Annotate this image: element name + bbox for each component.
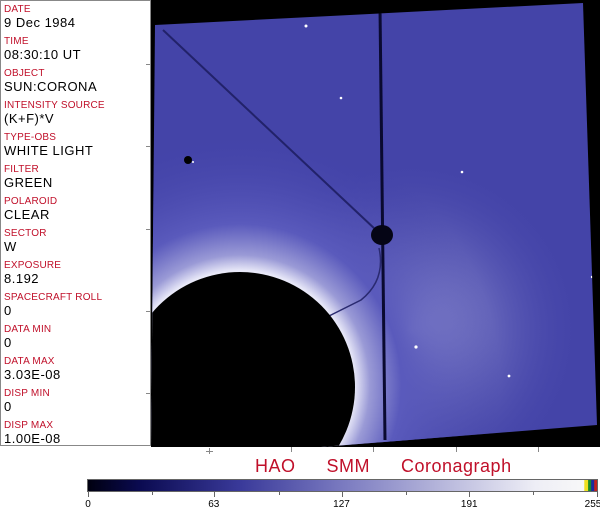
header-field: OBJECT SUN:CORONA <box>4 68 97 94</box>
colorbar-tick <box>597 492 598 497</box>
field-value: 0 <box>4 399 12 414</box>
occulter-disk <box>151 272 355 447</box>
field-value: (K+F)*V <box>4 111 55 126</box>
field-value: 0 <box>4 335 12 350</box>
axis-tick <box>538 447 539 452</box>
header-field: DISP MAX 1.00E-08 <box>4 420 61 446</box>
dark-spot <box>184 156 192 164</box>
header-field: SPACECRAFT ROLL 0 <box>4 292 102 318</box>
coronagraph-image-svg <box>151 0 600 447</box>
field-value: WHITE LIGHT <box>4 143 94 158</box>
field-value: 8.192 <box>4 271 40 286</box>
header-field: DATA MIN 0 <box>4 324 51 350</box>
axis-tick <box>206 451 213 452</box>
header-field: DATA MAX 3.03E-08 <box>4 356 61 382</box>
field-value: W <box>4 239 17 254</box>
header-field: EXPOSURE 8.192 <box>4 260 61 286</box>
field-label: DATA MAX <box>4 356 55 367</box>
colorbar-minor-tick <box>406 492 408 495</box>
header-field: TYPE-OBS WHITE LIGHT <box>4 132 93 158</box>
field-label: DATE <box>4 4 31 15</box>
header-field: INTENSITY SOURCE (K+F)*V <box>4 100 105 126</box>
colorbar-tick <box>88 492 89 497</box>
colorbar-tick <box>469 492 471 497</box>
axis-tick <box>146 146 151 147</box>
colorbar-minor-tick <box>533 492 535 495</box>
pylon-blob <box>371 225 393 245</box>
header-field: DATE 9 Dec 1984 <box>4 4 76 30</box>
field-label: SPACECRAFT ROLL <box>4 292 103 303</box>
occulter-pylon <box>378 7 387 441</box>
field-label: TIME <box>4 36 29 47</box>
header-field: TIME 08:30:10 UT <box>4 36 81 62</box>
colorbar <box>87 479 598 492</box>
field-value: 1.00E-08 <box>4 431 61 446</box>
colorbar-tick-label: 63 <box>208 499 220 510</box>
diagonal-streak <box>162 29 377 231</box>
colorbar-tick-label: 0 <box>85 499 91 510</box>
colorbar-minor-tick <box>151 492 153 495</box>
colorbar-tick-label: 255 <box>584 499 600 510</box>
colorbar-tick <box>213 492 215 497</box>
colorbar-tick-label: 127 <box>333 499 350 510</box>
colorbar-tick <box>341 492 343 497</box>
axis-tick <box>146 229 151 230</box>
field-value: 0 <box>4 303 12 318</box>
field-label: EXPOSURE <box>4 260 62 271</box>
field-value: SUN:CORONA <box>4 79 98 94</box>
field-label: DISP MAX <box>4 420 54 431</box>
field-label: TYPE-OBS <box>4 132 57 143</box>
axis-tick <box>146 311 151 312</box>
axis-tick <box>373 447 374 452</box>
header-field: SECTOR W <box>4 228 47 254</box>
header-field: POLAROID CLEAR <box>4 196 57 222</box>
colorbar-minor-tick <box>278 492 280 495</box>
axis-tick <box>291 447 292 452</box>
field-label: SECTOR <box>4 228 47 239</box>
field-value: 08:30:10 UT <box>4 47 82 62</box>
header-info-panel: DATE 9 Dec 1984 TIME 08:30:10 UT OBJECT SUN:C… <box>0 0 151 446</box>
field-value: GREEN <box>4 175 53 190</box>
field-label: DISP MIN <box>4 388 50 399</box>
field-label: INTENSITY SOURCE <box>4 100 105 111</box>
field-label: DATA MIN <box>4 324 52 335</box>
field-value: 3.03E-08 <box>4 367 61 382</box>
coronagraph-image <box>151 0 600 447</box>
header-field: DISP MIN 0 <box>4 388 50 414</box>
axis-tick <box>146 393 151 394</box>
instrument-title: HAO SMM Coronagraph <box>255 456 512 476</box>
field-label: OBJECT <box>4 68 45 79</box>
field-label: POLAROID <box>4 196 58 207</box>
field-value: CLEAR <box>4 207 50 222</box>
field-value: 9 Dec 1984 <box>4 15 76 30</box>
axis-tick <box>146 64 151 65</box>
stars <box>192 24 594 378</box>
axis-tick <box>456 447 457 452</box>
field-label: FILTER <box>4 164 39 175</box>
header-field: FILTER GREEN <box>4 164 53 190</box>
colorbar-tick-label: 191 <box>460 499 478 510</box>
